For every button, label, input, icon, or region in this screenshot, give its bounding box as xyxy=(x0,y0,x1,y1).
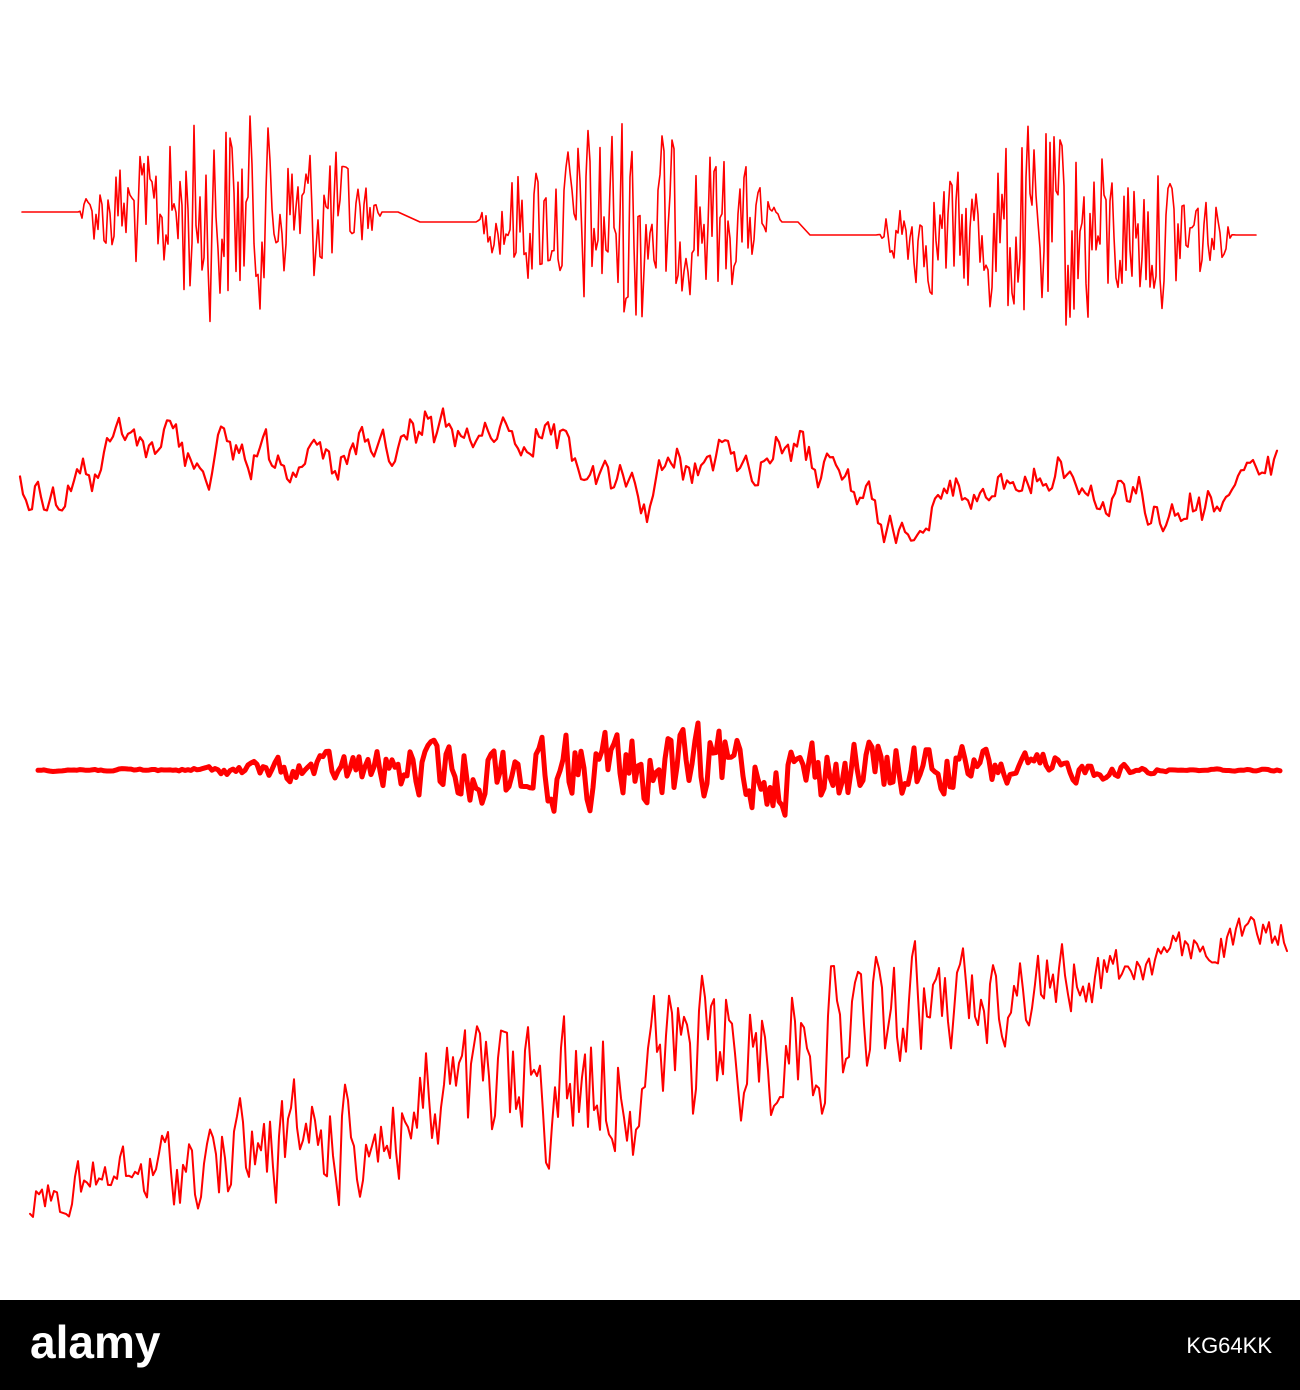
waveform-rising xyxy=(29,916,1288,1218)
waveforms xyxy=(18,115,1288,1218)
watermark-id: KG64KK xyxy=(1186,1333,1272,1358)
waveform-wander xyxy=(18,407,1279,545)
watermark-bar xyxy=(0,1300,1300,1390)
waveform-thick xyxy=(35,720,1283,818)
watermark-logo: alamy xyxy=(30,1316,161,1368)
waveform-burst xyxy=(21,115,1257,326)
